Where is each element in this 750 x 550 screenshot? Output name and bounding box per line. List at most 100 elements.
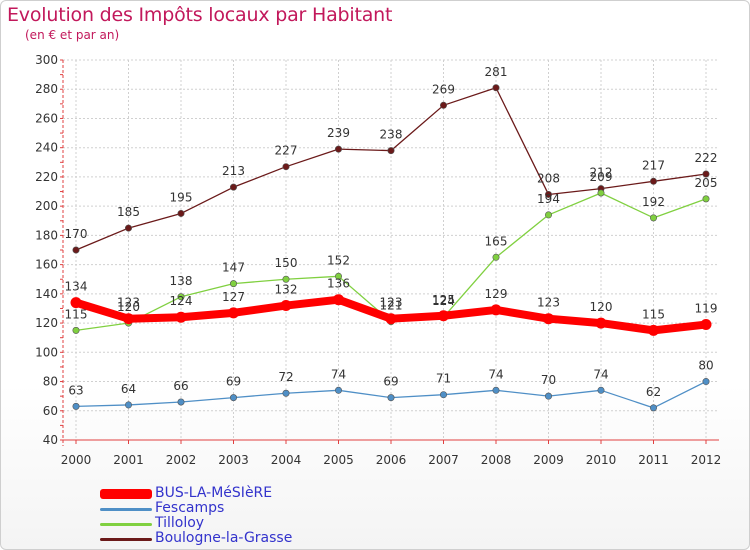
y-tick-label: 120 xyxy=(35,316,58,330)
data-point xyxy=(702,170,710,178)
x-tick-label: 2002 xyxy=(166,453,197,467)
data-label: 192 xyxy=(642,195,665,209)
x-tick-label: 2012 xyxy=(691,453,722,467)
data-point xyxy=(177,209,185,217)
data-point xyxy=(282,389,290,397)
data-point xyxy=(649,404,657,412)
y-tick-label: 180 xyxy=(35,228,58,242)
data-point xyxy=(544,392,552,400)
legend-label: Boulogne-la-Grasse xyxy=(155,530,293,546)
data-label: 80 xyxy=(698,359,713,373)
data-point xyxy=(702,378,710,386)
data-label: 138 xyxy=(170,274,193,288)
data-label: 227 xyxy=(275,144,298,158)
data-label: 124 xyxy=(432,294,455,308)
x-tick-label: 2007 xyxy=(428,453,459,467)
chart-subtitle: (en € et par an) xyxy=(25,28,120,42)
x-tick-label: 2010 xyxy=(586,453,617,467)
data-label: 136 xyxy=(327,277,350,291)
x-tick-label: 2006 xyxy=(376,453,407,467)
y-tick-label: 80 xyxy=(43,375,58,389)
data-label: 209 xyxy=(590,170,613,184)
data-point xyxy=(230,183,238,191)
y-tick-label: 140 xyxy=(35,287,58,301)
data-label: 269 xyxy=(432,82,455,96)
data-label: 152 xyxy=(327,253,350,267)
data-label: 195 xyxy=(170,190,193,204)
y-tick-label: 60 xyxy=(43,404,58,418)
data-point xyxy=(544,190,552,198)
data-point xyxy=(387,147,395,155)
legend-swatch xyxy=(100,537,152,541)
data-point xyxy=(438,310,449,322)
y-tick-label: 40 xyxy=(43,433,58,447)
y-tick-label: 260 xyxy=(35,111,58,125)
y-tick-label: 160 xyxy=(35,258,58,272)
data-point xyxy=(597,189,605,197)
data-label: 72 xyxy=(278,370,293,384)
data-labels: 170 185 195 213 227 239 238 269 281 208 212 217 222 1… xyxy=(65,65,718,399)
data-label: 123 xyxy=(117,296,140,310)
data-point xyxy=(177,293,185,301)
data-label: 147 xyxy=(222,261,245,275)
data-point xyxy=(439,391,447,399)
data-label: 185 xyxy=(117,205,140,219)
data-point xyxy=(280,300,292,312)
x-tick-label: 2004 xyxy=(271,453,302,467)
data-point xyxy=(597,386,605,394)
data-label: 115 xyxy=(642,307,665,321)
data-point xyxy=(177,398,185,406)
data-point xyxy=(385,313,397,325)
legend-swatch xyxy=(100,507,152,511)
data-point xyxy=(649,177,657,185)
data-label: 281 xyxy=(485,65,508,79)
x-tick-label: 2009 xyxy=(533,453,564,467)
data-label: 63 xyxy=(68,383,83,397)
x-tick-label: 2001 xyxy=(113,453,144,467)
data-point xyxy=(544,211,552,219)
series-lines xyxy=(70,84,712,412)
data-point xyxy=(175,311,187,323)
data-label: 66 xyxy=(173,379,188,393)
y-tick-label: 240 xyxy=(35,141,58,155)
data-label: 127 xyxy=(222,290,245,304)
y-tick-label: 300 xyxy=(35,53,58,67)
legend-swatch xyxy=(100,522,152,526)
x-tick-label: 2008 xyxy=(481,453,512,467)
y-tick-label: 220 xyxy=(35,170,58,184)
data-label: 208 xyxy=(537,171,560,185)
data-label: 69 xyxy=(383,375,398,389)
data-point xyxy=(490,304,502,316)
legend-label: Tilloloy xyxy=(155,515,205,531)
data-point xyxy=(492,253,500,261)
data-point xyxy=(334,145,342,153)
data-label: 70 xyxy=(541,373,556,387)
data-point xyxy=(595,317,607,329)
data-point xyxy=(492,386,500,394)
data-label: 115 xyxy=(65,307,88,321)
data-label: 74 xyxy=(593,367,608,381)
data-point xyxy=(700,319,712,331)
data-point xyxy=(387,394,395,402)
data-label: 205 xyxy=(695,176,718,190)
data-label: 134 xyxy=(65,280,88,294)
data-point xyxy=(333,294,344,306)
data-label: 213 xyxy=(222,164,245,178)
data-point xyxy=(72,402,80,410)
x-tick-label: 2003 xyxy=(218,453,249,467)
data-point xyxy=(648,324,659,336)
data-point xyxy=(282,275,290,283)
data-label: 165 xyxy=(485,234,508,248)
axes: 40 60 80 100 120 140 160 180 200 220 240 260 280 300 2… xyxy=(35,53,721,467)
data-point xyxy=(334,386,342,394)
x-tick-label: 2011 xyxy=(638,453,669,467)
data-label: 123 xyxy=(537,296,560,310)
data-label: 170 xyxy=(65,227,88,241)
data-label: 74 xyxy=(331,367,346,381)
y-tick-label: 200 xyxy=(35,199,58,213)
data-point xyxy=(70,297,82,309)
chart-title: Evolution des Impôts locaux par Habitant xyxy=(7,4,393,26)
data-point xyxy=(125,224,133,232)
